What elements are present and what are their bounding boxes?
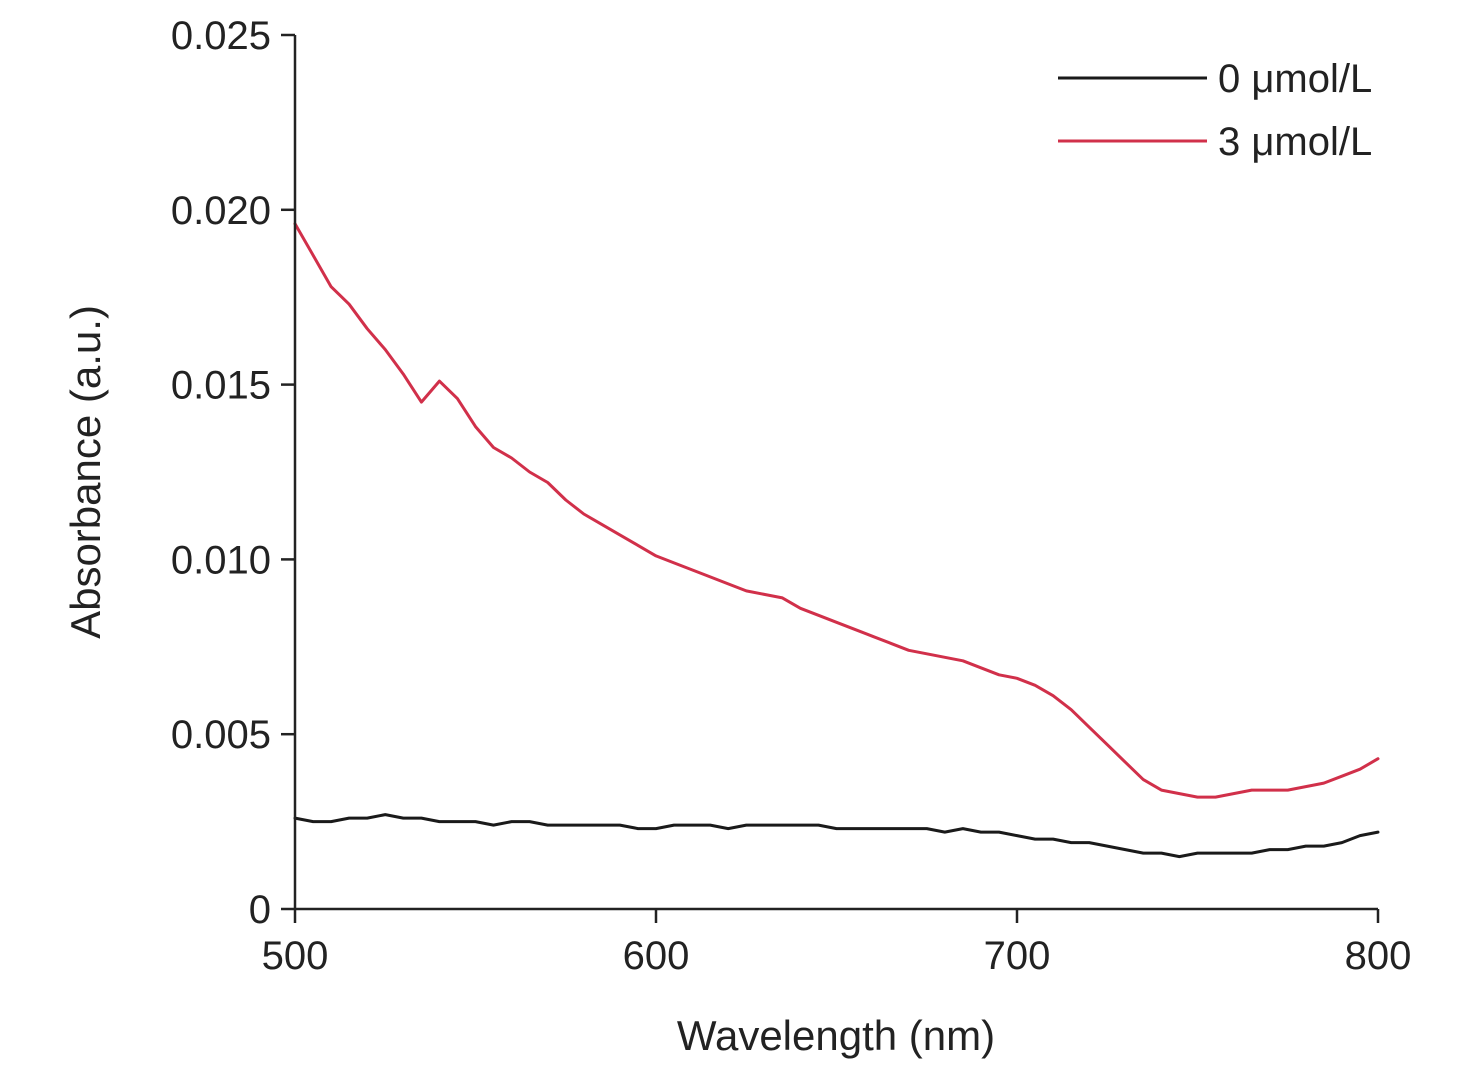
y-axis-title: Absorbance (a.u.) — [62, 305, 109, 639]
plot-area — [293, 222, 1380, 859]
legend: 0 μmol/L 3 μmol/L — [1058, 57, 1372, 164]
y-tick-label: 0.020 — [171, 189, 271, 233]
x-tick-label: 500 — [262, 934, 329, 978]
y-tick-label: 0.015 — [171, 364, 271, 408]
y-tick-label: 0.010 — [171, 538, 271, 582]
x-axis-title: Wavelength (nm) — [677, 1012, 995, 1059]
x-tick-label: 800 — [1345, 934, 1412, 978]
y-tick-label: 0.005 — [171, 713, 271, 757]
x-tick-label: 600 — [623, 934, 690, 978]
y-tick-label: 0.025 — [171, 14, 271, 58]
series-layer — [293, 222, 1380, 859]
x-tick-label: 700 — [984, 934, 1051, 978]
legend-label-0: 0 μmol/L — [1218, 57, 1372, 101]
series-line-1 — [293, 222, 1380, 799]
y-tick-label: 0 — [249, 888, 271, 932]
legend-label-1: 3 μmol/L — [1218, 120, 1372, 164]
y-axis-ticks: 0 0.005 0.010 0.015 0.020 0.025 — [171, 14, 295, 932]
x-axis-ticks: 500 600 700 800 — [262, 909, 1412, 978]
series-line-0 — [293, 813, 1380, 859]
